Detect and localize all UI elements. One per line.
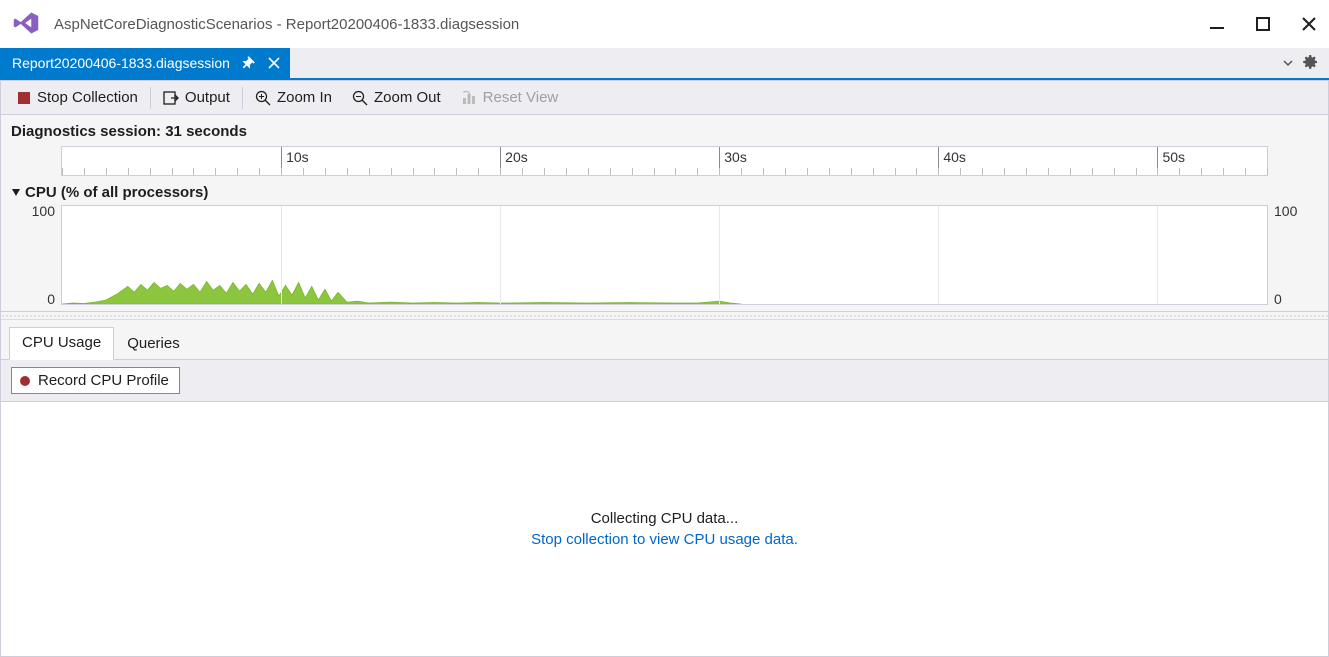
diagnostics-toolbar: Stop Collection Output Zoom In Zoom Out … — [1, 81, 1328, 115]
stop-icon — [17, 91, 31, 105]
cpu-chart[interactable] — [61, 205, 1268, 305]
splitter[interactable] — [1, 312, 1328, 320]
zoom-out-label: Zoom Out — [374, 89, 441, 106]
reset-view-button[interactable]: Reset View — [451, 85, 569, 110]
zoom-in-button[interactable]: Zoom In — [245, 85, 342, 110]
close-button[interactable] — [1299, 14, 1319, 34]
stop-collection-label: Stop Collection — [37, 89, 138, 106]
cpu-chart-section: CPU (% of all processors) 100 0 100 0 — [1, 176, 1328, 311]
output-icon — [163, 91, 179, 105]
record-cpu-profile-button[interactable]: Record CPU Profile — [11, 367, 180, 394]
hint-link[interactable]: Stop collection to view CPU usage data. — [531, 531, 798, 548]
pin-icon[interactable] — [240, 55, 256, 71]
output-button[interactable]: Output — [153, 85, 240, 110]
y-axis-min: 0 — [47, 291, 55, 307]
zoom-out-button[interactable]: Zoom Out — [342, 85, 451, 110]
y-axis-max: 100 — [32, 203, 55, 219]
maximize-button[interactable] — [1253, 14, 1273, 34]
detail-tabs: CPU UsageQueries — [1, 320, 1328, 360]
timeline-ruler[interactable]: 10s20s30s40s50s — [61, 146, 1268, 176]
tab-close-icon[interactable] — [266, 55, 282, 71]
reset-view-label: Reset View — [483, 89, 559, 106]
zoom-out-icon — [352, 90, 368, 106]
session-duration-label: Diagnostics session: 31 seconds — [1, 115, 1328, 146]
record-button-label: Record CPU Profile — [38, 372, 169, 389]
window-title: AspNetCoreDiagnosticScenarios - Report20… — [54, 16, 519, 33]
detail-tab-cpu-usage[interactable]: CPU Usage — [9, 327, 114, 360]
zoom-in-icon — [255, 90, 271, 106]
stop-collection-button[interactable]: Stop Collection — [7, 85, 148, 110]
detail-tab-queries[interactable]: Queries — [114, 328, 193, 360]
record-dot-icon — [20, 376, 30, 386]
document-tab-well: Report20200406-1833.diagsession — [0, 48, 1329, 80]
document-tab[interactable]: Report20200406-1833.diagsession — [0, 48, 290, 78]
y-axis-max-right: 100 — [1274, 203, 1297, 219]
cpu-chart-title: CPU (% of all processors) — [25, 184, 208, 201]
document-area: Stop Collection Output Zoom In Zoom Out … — [0, 80, 1329, 657]
action-bar: Record CPU Profile — [1, 360, 1328, 402]
minimize-button[interactable] — [1207, 14, 1227, 34]
cpu-chart-header[interactable]: CPU (% of all processors) — [1, 176, 1328, 205]
collapse-triangle-icon — [11, 188, 21, 198]
document-tab-label: Report20200406-1833.diagsession — [12, 55, 230, 71]
y-axis-right: 100 0 — [1268, 205, 1318, 305]
zoom-in-label: Zoom In — [277, 89, 332, 106]
titlebar: AspNetCoreDiagnosticScenarios - Report20… — [0, 0, 1329, 48]
collecting-message: Collecting CPU data... — [591, 510, 739, 527]
window-controls — [1207, 14, 1319, 34]
tab-dropdown-icon[interactable] — [1283, 56, 1293, 71]
vs-logo-icon — [12, 9, 40, 40]
settings-gear-icon[interactable] — [1303, 54, 1319, 73]
y-axis-min-right: 0 — [1274, 291, 1282, 307]
output-label: Output — [185, 89, 230, 106]
y-axis-left: 100 0 — [11, 205, 61, 305]
bottom-pane: CPU UsageQueries Record CPU Profile Coll… — [1, 311, 1328, 656]
reset-view-icon — [461, 90, 477, 106]
content-area: Collecting CPU data... Stop collection t… — [1, 402, 1328, 656]
